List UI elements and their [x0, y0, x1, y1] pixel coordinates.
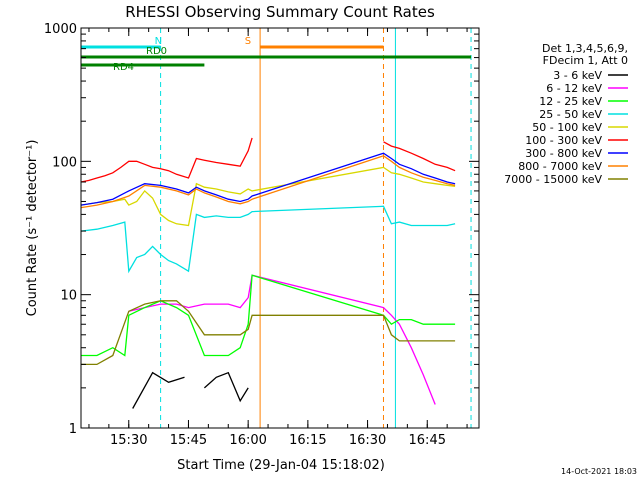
x-tick-label: 16:00 [229, 433, 266, 448]
series-line-5 [80, 137, 456, 183]
legend-label: 3 - 6 keV [553, 69, 602, 82]
series-line-4 [80, 166, 456, 227]
x-tick-label: 16:30 [349, 433, 386, 448]
x-tick-label: 16:45 [409, 433, 446, 448]
legend-label: 7000 - 15000 keV [504, 173, 602, 186]
chart-title: RHESSI Observing Summary Count Rates [125, 3, 435, 21]
x-axis: 15:30 15:45 16:00 16:15 16:30 16:45 [88, 28, 468, 448]
series-line-2 [81, 274, 456, 357]
legend-label: 6 - 12 keV [546, 82, 602, 95]
annotation-label-3: RD4 [113, 62, 134, 73]
x-axis-label: Start Time (29-Jan-04 15:18:02) [177, 458, 385, 473]
x-tick-label: 15:45 [170, 433, 207, 448]
x-tick-label: 15:30 [110, 433, 147, 448]
legend-label: 300 - 800 keV [525, 147, 602, 160]
legend-label: 25 - 50 keV [539, 108, 602, 121]
y-tick-label: 1000 [44, 22, 77, 37]
y-tick-label: 1 [69, 422, 77, 437]
legend-header: FDecim 1, Att 0 [543, 54, 628, 67]
date-stamp: 14-Oct-2021 18:03 [561, 467, 637, 476]
annotation-label-1: S [245, 36, 251, 47]
plot-area: N S RD0 RD4 [80, 28, 472, 428]
series-line-0 [133, 373, 408, 409]
series-line-1 [128, 274, 436, 405]
series-line-7 [80, 155, 456, 209]
annotation-label-0: N [155, 36, 162, 47]
legend-label: 800 - 7000 keV [518, 160, 602, 173]
legend-label: 100 - 300 keV [525, 134, 602, 147]
y-tick-label: 10 [60, 289, 77, 304]
legend: Det 1,3,4,5,6,9,FDecim 1, Att 0 3 - 6 keV… [504, 42, 628, 186]
legend-label: 12 - 25 keV [539, 95, 602, 108]
legend-label: 50 - 100 keV [532, 121, 602, 134]
series-line-3 [80, 205, 456, 274]
series-line-6 [80, 152, 456, 206]
x-tick-label: 16:15 [289, 433, 326, 448]
plot-frame [80, 27, 480, 429]
legend-header: Det 1,3,4,5,6,9, [542, 42, 628, 55]
y-tick-label: 100 [52, 155, 77, 170]
series-line-8 [81, 300, 456, 366]
annotation-label-2: RD0 [146, 46, 167, 57]
y-axis-label: Count Rate (s⁻¹ detector⁻¹) [25, 140, 40, 317]
y-axis: 1 10 100 1000 [44, 22, 479, 437]
